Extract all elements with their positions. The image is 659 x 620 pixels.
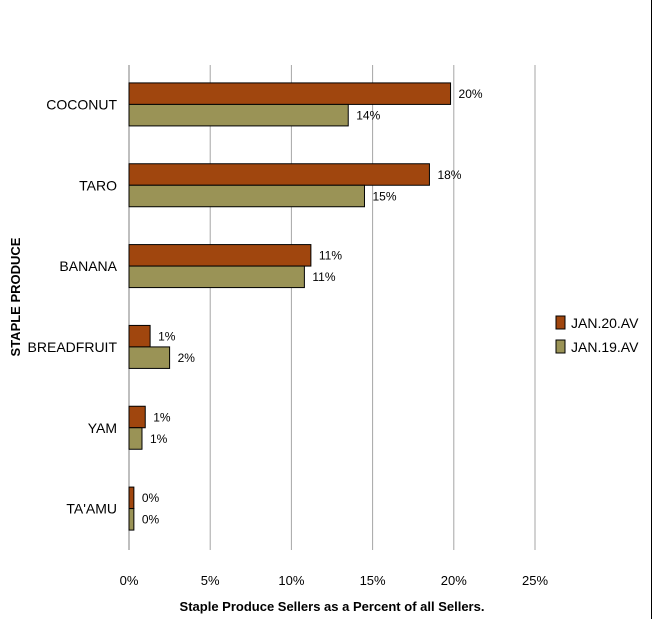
x-tick-label: 5%	[201, 573, 220, 588]
category-label: TA'AMU	[66, 501, 117, 517]
data-labels: 20%14%18%15%11%11%1%2%1%1%0%0%	[142, 87, 483, 527]
legend-swatch	[555, 315, 566, 330]
x-tick-label: 10%	[278, 573, 304, 588]
data-label: 11%	[312, 270, 335, 284]
data-label: 11%	[319, 249, 342, 263]
bar-banana-jan-20-av	[128, 244, 312, 267]
bar-breadfruit-jan-20-av	[128, 324, 151, 348]
data-label: 0%	[142, 491, 160, 505]
bars	[128, 82, 452, 531]
x-tick-label: 20%	[441, 573, 467, 588]
bar-yam-jan-20-av	[128, 405, 146, 429]
x-tick-label: 0%	[120, 573, 139, 588]
category-label: COCONUT	[46, 96, 117, 112]
legend: JAN.20.AV JAN.19.AV	[555, 315, 639, 355]
y-axis-label: STAPLE PRODUCE	[8, 237, 23, 356]
legend-swatch	[555, 339, 566, 354]
data-label: 1%	[150, 432, 168, 446]
legend-label: JAN.20.AV	[571, 315, 639, 331]
bar-banana-jan-19-av	[128, 265, 305, 289]
data-label: 1%	[153, 410, 171, 424]
category-label: BREADFRUIT	[28, 339, 118, 355]
bar-taamu-jan-19-av	[128, 508, 135, 531]
data-label: 15%	[372, 189, 396, 203]
data-label: 18%	[437, 168, 461, 182]
bar-coconut-jan-20-av	[128, 82, 452, 105]
x-tick-label: 15%	[360, 573, 386, 588]
data-label: 1%	[158, 329, 176, 343]
category-label: BANANA	[59, 258, 117, 274]
legend-label: JAN.19.AV	[571, 339, 639, 355]
bar-coconut-jan-19-av	[128, 103, 349, 127]
category-label: YAM	[88, 420, 117, 436]
data-label: 0%	[142, 513, 160, 527]
category-label: TARO	[79, 177, 117, 193]
bar-taro-jan-19-av	[128, 184, 365, 208]
bar-yam-jan-19-av	[128, 427, 143, 450]
x-axis-label: Staple Produce Sellers as a Percent of a…	[180, 599, 485, 614]
bar-breadfruit-jan-19-av	[128, 346, 171, 369]
category-labels: COCONUT TARO BANANA BREADFRUIT YAM TA'AMU	[28, 96, 118, 516]
bar-taro-jan-20-av	[128, 163, 430, 186]
x-tick-labels: 0% 5% 10% 15% 20% 25%	[120, 573, 549, 588]
data-label: 2%	[178, 351, 196, 365]
data-label: 14%	[356, 108, 380, 122]
x-tick-label: 25%	[522, 573, 548, 588]
bar-taamu-jan-20-av	[128, 486, 135, 510]
gridlines	[128, 65, 536, 550]
data-label: 20%	[459, 87, 483, 101]
